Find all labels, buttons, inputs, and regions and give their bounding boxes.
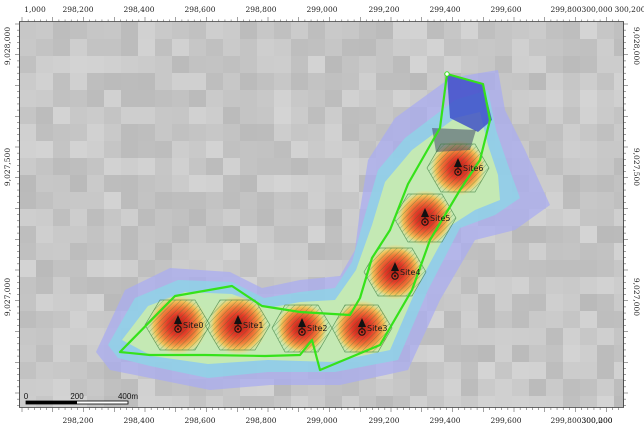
y-tick-label-right: 9,028,000 [632,27,641,65]
x-tick-label-top: 300,200 [614,5,644,14]
x-tick-label-bottom: 299,400 [429,416,460,425]
site-marker[interactable]: Site3 [358,318,387,336]
x-tick-label-top: 298,600 [184,5,215,14]
site-marker[interactable]: Site0 [174,315,203,333]
site-label: Site0 [183,321,203,330]
y-tick-label-left: 9,028,000 [3,27,12,65]
site-marker[interactable]: Site6 [454,158,483,176]
x-tick-label-top: 299,800 [550,5,581,14]
y-tick-label-right: 9,027,000 [632,278,641,316]
scale-label-0: 0 [24,392,29,401]
y-tick-label-right: 9,027,500 [632,148,641,186]
x-tick-label-bottom: 300,000 [581,416,612,425]
x-tick-label-top: 299,400 [429,5,460,14]
antenna-arrow-icon [298,318,306,327]
right-ruler: 9,028,000 9,027,500 9,027,000 [623,22,641,407]
bottom-ruler: 298,200 298,400 298,600 298,800 299,000 299,2… [19,407,624,425]
x-tick-label-bottom: 298,800 [245,416,276,425]
site-marker[interactable]: Site4 [391,262,420,280]
x-tick-label-bottom: 298,400 [123,416,154,425]
scale-label-400m: 400m [118,392,138,401]
x-tick-label-bottom: 299,000 [306,416,337,425]
antenna-arrow-icon [234,315,242,324]
site-marker[interactable]: Site1 [234,315,263,333]
antenna-arrow-icon [358,318,366,327]
site-label: Site3 [367,324,387,333]
site-label: Site2 [307,324,327,333]
coverage-tail [447,74,492,132]
antenna-arrow-icon [421,208,429,217]
x-tick-label-top: 298,400 [123,5,154,14]
x-tick-label-top: 298,200 [62,5,93,14]
boundary-vertex[interactable] [444,71,450,77]
y-tick-label-left: 9,027,500 [3,148,12,186]
scale-label-200: 200 [70,392,84,401]
x-tick-label-bottom: 299,600 [490,416,521,425]
site-label: Site6 [463,164,483,173]
x-tick-label-top: 299,200 [368,5,399,14]
x-tick-label-bottom: 298,600 [184,416,215,425]
x-tick-label-top: 1,000 [24,5,46,14]
site-marker[interactable]: Site5 [421,208,450,226]
antenna-arrow-icon [391,262,399,271]
scale-bar: 0 200 400m [24,392,138,405]
antenna-arrow-icon [454,158,462,167]
x-tick-label-top: 298,800 [245,5,276,14]
y-tick-label-left: 9,027,000 [3,278,12,316]
x-tick-label-top: 299,600 [490,5,521,14]
x-tick-label-bottom: 300,200 [581,416,612,425]
site-label: Site5 [430,214,450,223]
left-ruler: 9,028,000 9,027,500 9,027,000 [3,22,20,407]
project-boundary[interactable] [118,72,492,372]
x-tick-label-bottom: 299,800 [550,416,581,425]
site-label: Site4 [400,268,420,277]
top-ruler: 1,000 298,200 298,400 298,600 298,800 299,000… [19,5,644,22]
x-tick-label-bottom: 299,200 [368,416,399,425]
x-tick-label-top: 299,000 [306,5,337,14]
x-tick-label-bottom: 298,200 [62,416,93,425]
site-marker[interactable]: Site2 [298,318,327,336]
site-label: Site1 [243,321,263,330]
x-tick-label-top: 300,000 [581,5,612,14]
antenna-arrow-icon [174,315,182,324]
